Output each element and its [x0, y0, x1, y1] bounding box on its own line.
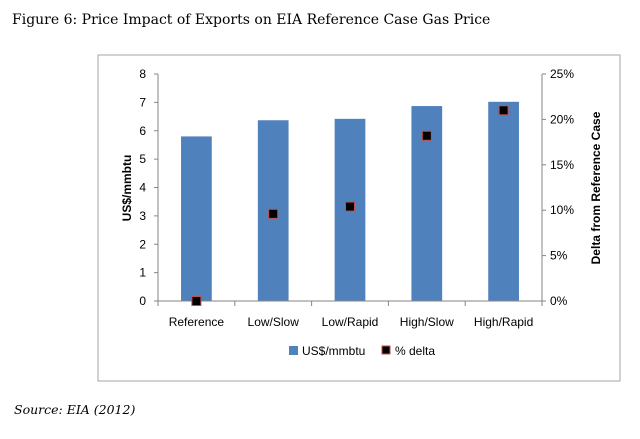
x-tick-label: Low/Slow — [248, 315, 300, 329]
y-tick-label: 5 — [139, 152, 146, 166]
y2-tick-label: 5% — [550, 249, 568, 263]
y2-tick-label: 10% — [550, 203, 574, 217]
legend-swatch-marker — [381, 345, 391, 355]
plot-area: 0 1 2 3 4 5 6 7 8 0% 5% 10% 15% 20% 25% Reference Low/Sl… — [139, 67, 574, 329]
y-tick-label: 6 — [139, 124, 146, 138]
y-tick-label: 0 — [139, 294, 146, 308]
bar — [181, 136, 212, 301]
y-tick-label: 3 — [139, 209, 146, 223]
y-tick-label: 1 — [139, 266, 146, 280]
y-tick-label: 8 — [139, 67, 146, 81]
legend-label-bar: US$/mmbtu — [302, 344, 365, 358]
y2-axis-title: Delta from Reference Case — [589, 111, 603, 264]
x-tick-label: Low/Rapid — [322, 315, 379, 329]
y-tick-label: 2 — [139, 237, 146, 251]
delta-point — [191, 296, 202, 306]
delta-point — [498, 105, 509, 116]
x-tick-label: High/Slow — [400, 315, 454, 329]
figure-title: Figure 6: Price Impact of Exports on EIA… — [12, 12, 491, 28]
bar — [488, 101, 519, 302]
delta-point — [268, 208, 279, 219]
y2-tick-label: 15% — [550, 158, 574, 172]
y-axis-title: US$/mmbtu — [120, 155, 134, 222]
x-tick-label: High/Rapid — [474, 315, 533, 329]
legend: US$/mmbtu % delta — [289, 344, 435, 358]
delta-point — [421, 130, 432, 141]
figure-source: Source: EIA (2012) — [14, 402, 136, 417]
y2-tick-label: 0% — [550, 294, 568, 308]
legend-label-marker: % delta — [395, 344, 435, 358]
y2-tick-label: 20% — [550, 112, 574, 126]
x-tick-label: Reference — [169, 315, 225, 329]
legend-swatch-bar — [289, 346, 298, 355]
delta-point — [345, 201, 355, 212]
y-tick-label: 4 — [139, 181, 146, 195]
y-tick-label: 7 — [139, 95, 146, 109]
y2-tick-label: 25% — [550, 67, 574, 81]
